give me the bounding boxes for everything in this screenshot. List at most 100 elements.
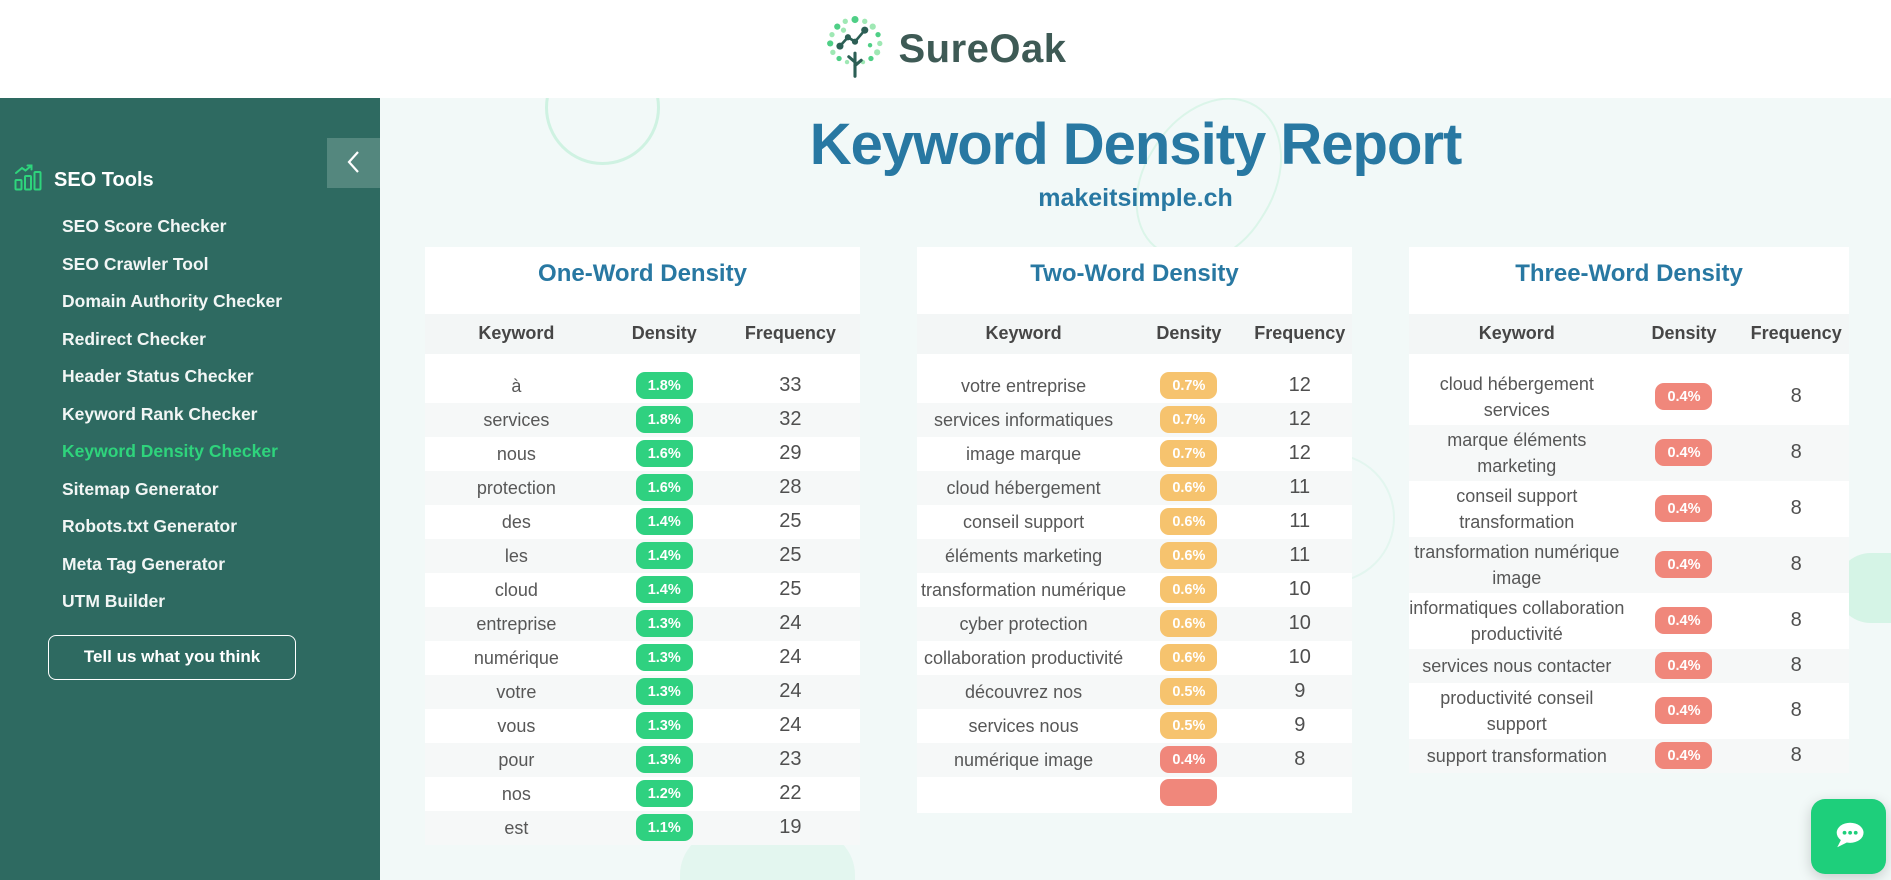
density-badge: 0.4% — [1160, 746, 1218, 774]
table-row: conseil support transformation 0.4% 8 — [1409, 481, 1849, 537]
density-badge: 0.6% — [1160, 474, 1218, 502]
density-badge: 0.7% — [1160, 372, 1218, 400]
table-row: nous 1.6% 29 — [425, 437, 860, 471]
keyword-cell: collaboration productivité — [924, 647, 1124, 668]
density-badge: 0.7% — [1160, 440, 1218, 468]
page-subtitle: makeitsimple.ch — [1038, 183, 1233, 212]
table-row: marque éléments marketing 0.4% 8 — [1409, 424, 1849, 481]
frequency-cell: 11 — [1289, 544, 1311, 567]
frequency-cell: 33 — [779, 374, 802, 397]
density-badge: 0.6% — [1160, 542, 1218, 570]
frequency-cell: 8 — [1790, 654, 1802, 677]
sidebar-item-label: Header Status Checker — [62, 366, 254, 386]
sidebar-item-redirect-checker[interactable]: Redirect Checker — [0, 321, 380, 359]
table-row: services 1.8% 32 — [425, 402, 860, 437]
frequency-cell: 10 — [1288, 578, 1311, 601]
sidebar-item-keyword-density-checker[interactable]: Keyword Density Checker — [0, 433, 380, 471]
sidebar-item-seo-score-checker[interactable]: SEO Score Checker — [0, 208, 380, 246]
density-badge: 0.4% — [1655, 495, 1713, 523]
sidebar-item-keyword-rank-checker[interactable]: Keyword Rank Checker — [0, 396, 380, 434]
table-row: votre 1.3% 24 — [425, 674, 860, 709]
density-badge: 1.3% — [635, 610, 693, 638]
table-row: transformation numérique image 0.4% 8 — [1409, 536, 1849, 593]
table-body: votre entreprise 0.7% 12 services inform… — [917, 369, 1352, 813]
keyword-cell: informatiques collaboration productivité — [1409, 597, 1625, 644]
density-badge: 1.1% — [635, 814, 693, 842]
density-badge: 1.3% — [635, 678, 693, 706]
keyword-cell: des — [501, 511, 531, 532]
keyword-cell: éléments marketing — [945, 545, 1103, 566]
table-row: informatiques collaboration productivité… — [1409, 593, 1849, 649]
density-badge: 0.4% — [1655, 439, 1713, 467]
density-tables: One-Word Density Keyword Density Frequen… — [380, 246, 1891, 845]
table-row: découvrez nos 0.5% 9 — [917, 674, 1352, 709]
density-badge: 0.4% — [1655, 697, 1713, 725]
table-row: services informatiques 0.7% 12 — [917, 402, 1352, 437]
sidebar-item-utm-builder[interactable]: UTM Builder — [0, 583, 380, 621]
keyword-cell: cloud — [494, 579, 538, 600]
density-badge: 0.6% — [1160, 508, 1218, 536]
keyword-cell: pour — [498, 749, 535, 770]
table-row: votre entreprise 0.7% 12 — [917, 369, 1352, 403]
density-badge — [1160, 778, 1218, 806]
density-badge: 1.8% — [635, 372, 693, 400]
frequency-cell: 24 — [779, 646, 802, 669]
table-row: les 1.4% 25 — [425, 538, 860, 573]
table-row: cloud hébergement 0.6% 11 — [917, 470, 1352, 505]
feedback-button[interactable]: Tell us what you think — [48, 634, 296, 680]
column-header-keyword: Keyword — [1478, 322, 1555, 343]
frequency-cell: 8 — [1790, 385, 1802, 408]
density-badge: 0.4% — [1655, 742, 1713, 770]
keyword-cell: services — [483, 409, 550, 430]
table-row: à 1.8% 33 — [425, 369, 860, 403]
frequency-cell: 23 — [779, 748, 802, 771]
sidebar: SEO Tools SEO Score Checker SEO Crawler T… — [0, 98, 380, 880]
table-row: cyber protection 0.6% 10 — [917, 606, 1352, 641]
density-badge: 1.2% — [635, 780, 693, 808]
frequency-cell: 28 — [779, 476, 802, 499]
sidebar-item-seo-crawler-tool[interactable]: SEO Crawler Tool — [0, 246, 380, 284]
density-badge: 0.4% — [1655, 551, 1713, 579]
keyword-cell: découvrez nos — [965, 681, 1083, 702]
table-row: pour 1.3% 23 — [425, 742, 860, 777]
sidebar-item-label: UTM Builder — [62, 591, 166, 611]
chat-button[interactable] — [1811, 799, 1886, 874]
sidebar-nav: SEO Score Checker SEO Crawler Tool Domain … — [0, 208, 380, 621]
keyword-cell: votre — [496, 681, 537, 702]
table-row: éléments marketing 0.6% 11 — [917, 538, 1352, 573]
density-table-card: Two-Word Density Keyword Density Frequen… — [917, 246, 1352, 813]
sidebar-item-label: Redirect Checker — [62, 328, 206, 349]
keyword-cell: à — [511, 375, 522, 396]
frequency-cell: 8 — [1294, 748, 1306, 771]
frequency-cell: 12 — [1288, 442, 1311, 465]
keyword-cell: services nous — [968, 715, 1079, 736]
brand-name: SureOak — [898, 26, 1067, 71]
column-header-frequency: Frequency — [1750, 322, 1842, 343]
top-header: SureOak — [0, 0, 1891, 98]
density-badge: 1.3% — [635, 746, 693, 774]
frequency-cell: 25 — [779, 578, 802, 601]
keyword-cell: transformation numérique image — [1414, 541, 1620, 588]
frequency-cell: 25 — [779, 544, 802, 567]
keyword-cell: protection — [476, 477, 556, 498]
keyword-cell: conseil support — [963, 511, 1085, 532]
table-row: cloud 1.4% 25 — [425, 573, 860, 607]
column-header-density: Density — [1156, 322, 1222, 343]
sidebar-item-sitemap-generator[interactable]: Sitemap Generator — [0, 471, 380, 509]
sidebar-item-label: Keyword Rank Checker — [62, 403, 258, 424]
sidebar-item-meta-tag-generator[interactable]: Meta Tag Generator — [0, 546, 380, 584]
table-row — [917, 777, 1352, 813]
keyword-cell: image marque — [966, 443, 1082, 464]
sidebar-item-header-status-checker[interactable]: Header Status Checker — [0, 358, 380, 396]
column-header-keyword: Keyword — [985, 322, 1062, 343]
sidebar-collapse-button[interactable] — [327, 138, 380, 188]
sidebar-item-domain-authority-checker[interactable]: Domain Authority Checker — [0, 283, 380, 321]
density-badge: 1.4% — [635, 576, 693, 604]
sidebar-item-robots-txt-generator[interactable]: Robots.txt Generator — [0, 508, 380, 546]
brand-logo[interactable]: SureOak — [824, 10, 1066, 89]
frequency-cell: 8 — [1790, 699, 1802, 722]
frequency-cell: 8 — [1790, 744, 1802, 767]
table-row: conseil support 0.6% 11 — [917, 505, 1352, 539]
density-badge: 0.6% — [1160, 644, 1218, 672]
keyword-cell: transformation numérique — [921, 579, 1127, 600]
